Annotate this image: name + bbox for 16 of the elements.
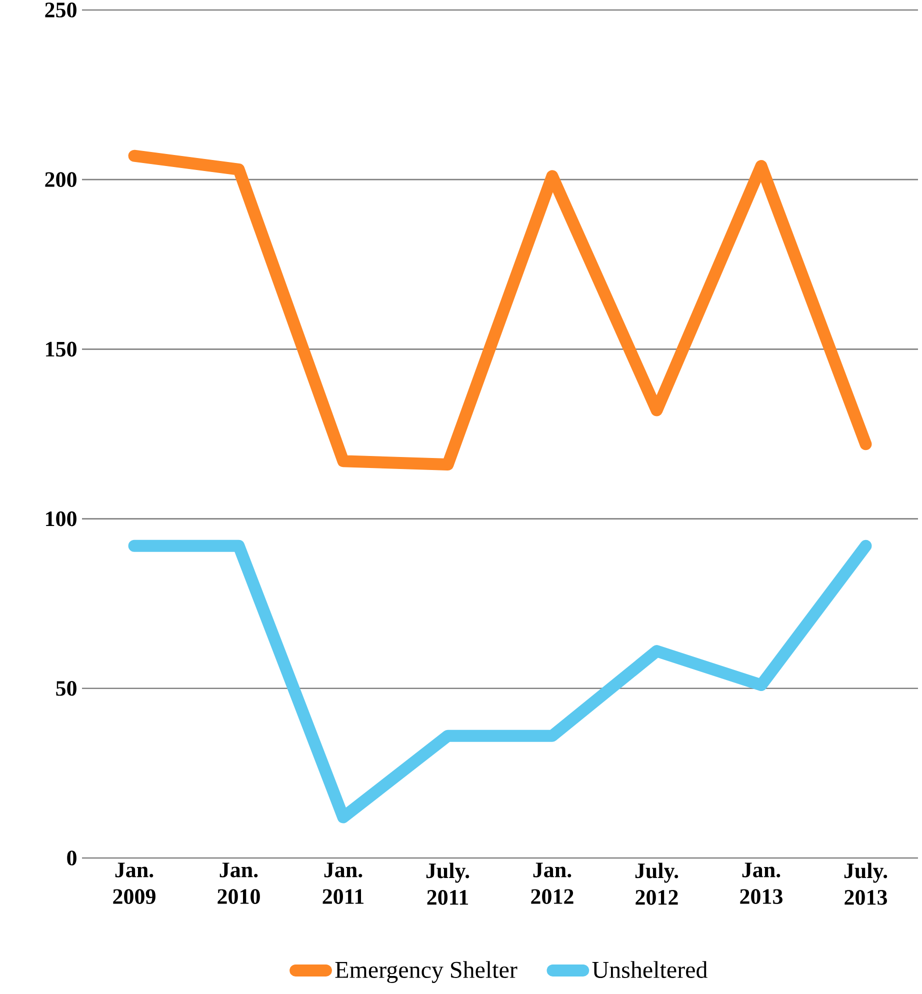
x-tick-label: July. 2011 — [426, 862, 470, 905]
y-tick-label: 200 — [45, 172, 76, 188]
legend-label: Emergency Shelter — [335, 961, 518, 983]
x-tick-label: Jan. 2010 — [218, 862, 260, 904]
x-tick-label: July. 2012 — [635, 862, 678, 905]
x-tick-label: July. 2013 — [844, 862, 888, 905]
y-tick-label: 100 — [46, 511, 76, 526]
y-tick-label: 0 — [67, 850, 76, 866]
x-tick-label: Jan. 2011 — [322, 862, 364, 904]
x-tick-label: Jan. 2013 — [740, 862, 782, 904]
y-tick-label: 250 — [45, 2, 76, 18]
x-tick-label: Jan. 2009 — [113, 862, 156, 904]
y-tick-label: 50 — [56, 680, 76, 696]
x-tick-label: Jan. 2012 — [531, 862, 574, 904]
y-tick-label: 150 — [46, 342, 76, 357]
legend-label: Unsheltered — [592, 961, 708, 978]
